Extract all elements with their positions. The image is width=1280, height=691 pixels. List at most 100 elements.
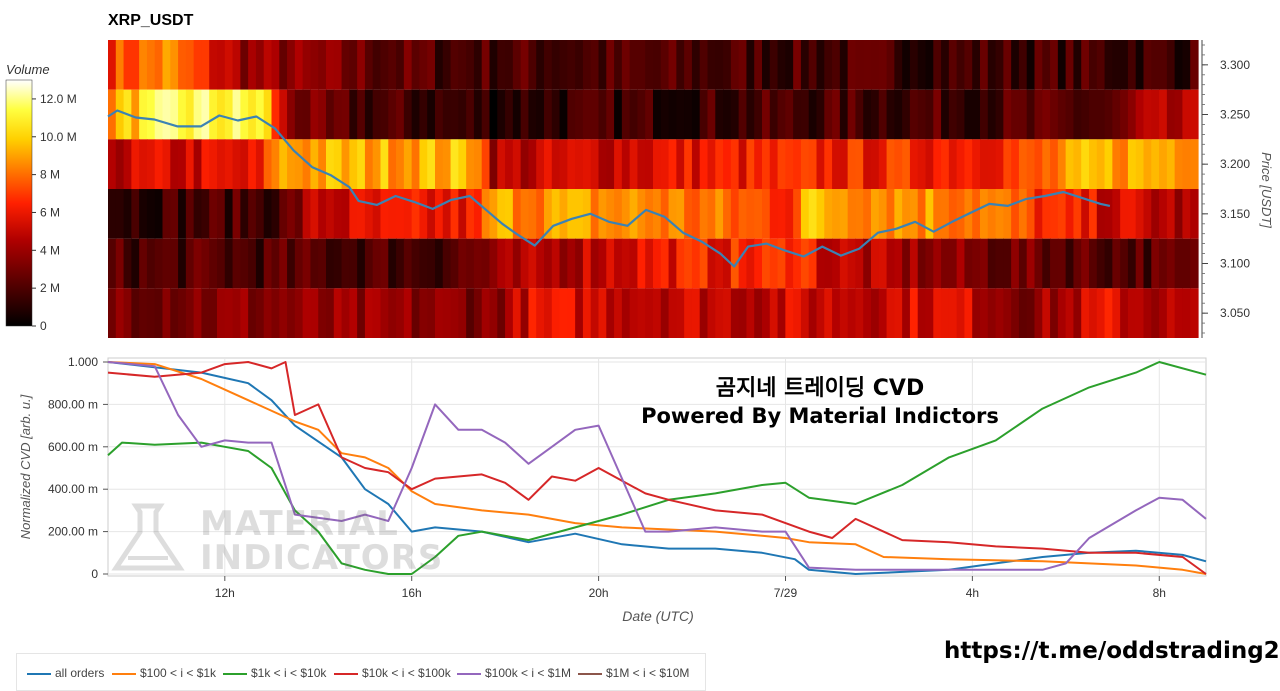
heatmap-cell bbox=[676, 238, 685, 289]
heatmap-cell bbox=[909, 89, 919, 140]
heatmap-cell bbox=[481, 238, 491, 289]
heatmap-cell bbox=[691, 238, 701, 289]
heatmap-cell bbox=[699, 238, 709, 289]
legend-item[interactable]: $1M < i < $10M bbox=[578, 666, 689, 680]
heatmap-cell bbox=[941, 288, 950, 338]
heatmap-cell bbox=[956, 189, 966, 239]
heatmap-cell bbox=[520, 139, 530, 189]
heatmap-cell bbox=[621, 288, 631, 338]
heatmap-cell bbox=[1057, 238, 1067, 289]
heatmap-cell bbox=[590, 288, 600, 338]
heatmap-cell bbox=[606, 189, 615, 239]
heatmap-cell bbox=[855, 189, 864, 239]
heatmap-cell bbox=[248, 40, 257, 90]
heatmap-cell bbox=[956, 238, 966, 289]
heatmap-cell bbox=[1143, 139, 1152, 189]
heatmap-cell bbox=[411, 139, 421, 189]
telegram-link[interactable]: https://t.me/oddstrading2 bbox=[944, 638, 1280, 664]
material-indicators-watermark: MATERIAL INDICATORS bbox=[108, 502, 442, 578]
legend-label: $100k < i < $1M bbox=[485, 666, 572, 680]
heatmap-cell bbox=[575, 288, 584, 338]
heatmap-cell bbox=[917, 189, 927, 239]
heatmap-cell bbox=[185, 189, 195, 239]
heatmap-cell bbox=[684, 189, 693, 239]
legend: all orders $100 < i < $1k $1k < i < $10k… bbox=[16, 653, 706, 691]
heatmap-cell bbox=[606, 288, 615, 338]
heatmap-cell bbox=[653, 40, 662, 90]
heatmap-cell bbox=[240, 288, 249, 338]
heatmap-cell bbox=[178, 238, 187, 289]
heatmap-cell bbox=[310, 40, 319, 90]
heatmap-cell bbox=[419, 139, 428, 189]
heatmap-cell bbox=[878, 89, 888, 140]
heatmap-cell bbox=[427, 139, 436, 189]
heatmap-cell bbox=[551, 89, 561, 140]
heatmap-cell bbox=[536, 189, 545, 239]
heatmap-cell bbox=[1182, 288, 1191, 338]
heatmap-cell bbox=[131, 288, 140, 338]
heatmap-cell bbox=[1073, 89, 1082, 140]
heatmap-cell bbox=[933, 89, 942, 140]
heatmap-cell bbox=[777, 89, 786, 140]
heatmap-cell bbox=[139, 139, 148, 189]
heatmap-cell bbox=[318, 288, 327, 338]
heatmap-cell bbox=[1159, 40, 1168, 90]
heatmap-cell bbox=[637, 238, 646, 289]
heatmap-cell bbox=[364, 288, 374, 338]
heatmap-cell bbox=[497, 238, 506, 289]
heatmap-cell bbox=[808, 238, 818, 289]
heatmap-cell bbox=[1065, 238, 1075, 289]
heatmap-cell bbox=[248, 139, 257, 189]
heatmap-cell bbox=[1034, 139, 1043, 189]
heatmap-cell bbox=[715, 238, 724, 289]
heatmap-cell bbox=[302, 139, 312, 189]
heatmap-cell bbox=[902, 40, 911, 90]
legend-item[interactable]: all orders bbox=[27, 666, 104, 680]
heatmap-cell bbox=[972, 189, 981, 239]
heatmap-cell bbox=[629, 288, 639, 338]
heatmap-cell bbox=[793, 238, 802, 289]
heatmap-cell bbox=[1073, 238, 1082, 289]
heatmap-cell bbox=[544, 189, 553, 239]
heatmap-cell bbox=[972, 89, 981, 140]
heatmap-cell bbox=[754, 40, 763, 90]
heatmap-cell bbox=[1104, 139, 1113, 189]
heatmap-cell bbox=[668, 89, 677, 140]
heatmap-cell bbox=[1120, 89, 1129, 140]
heatmap-cell bbox=[707, 189, 716, 239]
heatmap-cell bbox=[956, 40, 966, 90]
heatmap-cell bbox=[1003, 89, 1012, 140]
heatmap-cell bbox=[442, 238, 452, 289]
legend-item[interactable]: $100k < i < $1M bbox=[457, 666, 571, 680]
heatmap-cell bbox=[512, 139, 522, 189]
heatmap-cell bbox=[824, 288, 833, 338]
heatmap-cell bbox=[645, 89, 654, 140]
heatmap-cell bbox=[388, 40, 397, 90]
heatmap-cell bbox=[567, 288, 576, 338]
heatmap-cell bbox=[294, 40, 304, 90]
heatmap-cell bbox=[746, 238, 755, 289]
heatmap-cell bbox=[614, 40, 623, 90]
heatmap-cell bbox=[769, 139, 779, 189]
heatmap-cell bbox=[224, 40, 234, 90]
heatmap-cell bbox=[863, 288, 872, 338]
heatmap-cell bbox=[217, 89, 226, 140]
heatmap-cell bbox=[248, 238, 257, 289]
heatmap-cell bbox=[1073, 288, 1082, 338]
cvd-lines bbox=[107, 361, 1207, 575]
price-tick-label: 3.050 bbox=[1220, 306, 1250, 320]
heatmap-cell bbox=[108, 139, 117, 189]
heatmap-cell bbox=[762, 288, 771, 338]
price-tick-label: 3.200 bbox=[1220, 157, 1250, 171]
legend-item[interactable]: $10k < i < $100k bbox=[334, 666, 451, 680]
heatmap-cell bbox=[863, 238, 872, 289]
heatmap-cell bbox=[629, 189, 639, 239]
colorbar-tick-label: 2 M bbox=[40, 281, 60, 295]
legend-item[interactable]: $100 < i < $1k bbox=[112, 666, 216, 680]
heatmap-cell bbox=[1018, 288, 1028, 338]
legend-item[interactable]: $1k < i < $10k bbox=[223, 666, 326, 680]
heatmap-cell bbox=[730, 288, 740, 338]
heatmap-cell bbox=[925, 189, 934, 239]
cvd-series-line-4 bbox=[107, 361, 1207, 571]
heatmap-cell bbox=[341, 288, 350, 338]
